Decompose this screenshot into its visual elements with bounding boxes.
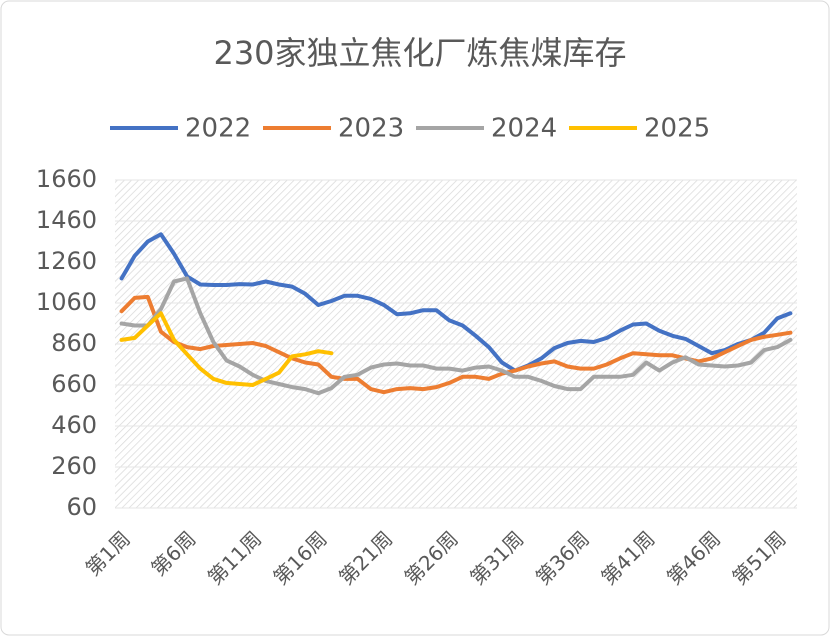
y-tick-label: 1060 — [36, 288, 97, 316]
y-tick-label: 260 — [51, 452, 97, 480]
y-tick-label: 860 — [51, 329, 97, 357]
series-line — [119, 276, 793, 396]
legend-label: 2023 — [338, 114, 404, 144]
y-tick-label: 1460 — [36, 206, 97, 234]
legend-label: 2025 — [644, 114, 710, 144]
y-tick-label: 660 — [51, 370, 97, 398]
y-tick-label: 1260 — [36, 247, 97, 275]
chart-title: 230家独立焦化厂炼焦煤库存 — [213, 34, 626, 72]
series-line — [119, 232, 793, 373]
legend-label: 2022 — [185, 114, 251, 144]
series-line — [119, 294, 793, 395]
y-tick-label: 460 — [51, 411, 97, 439]
y-tick-label: 1660 — [36, 165, 97, 193]
legend-label: 2024 — [491, 114, 557, 144]
y-tick-label: 60 — [66, 493, 97, 521]
series-line — [119, 311, 334, 387]
